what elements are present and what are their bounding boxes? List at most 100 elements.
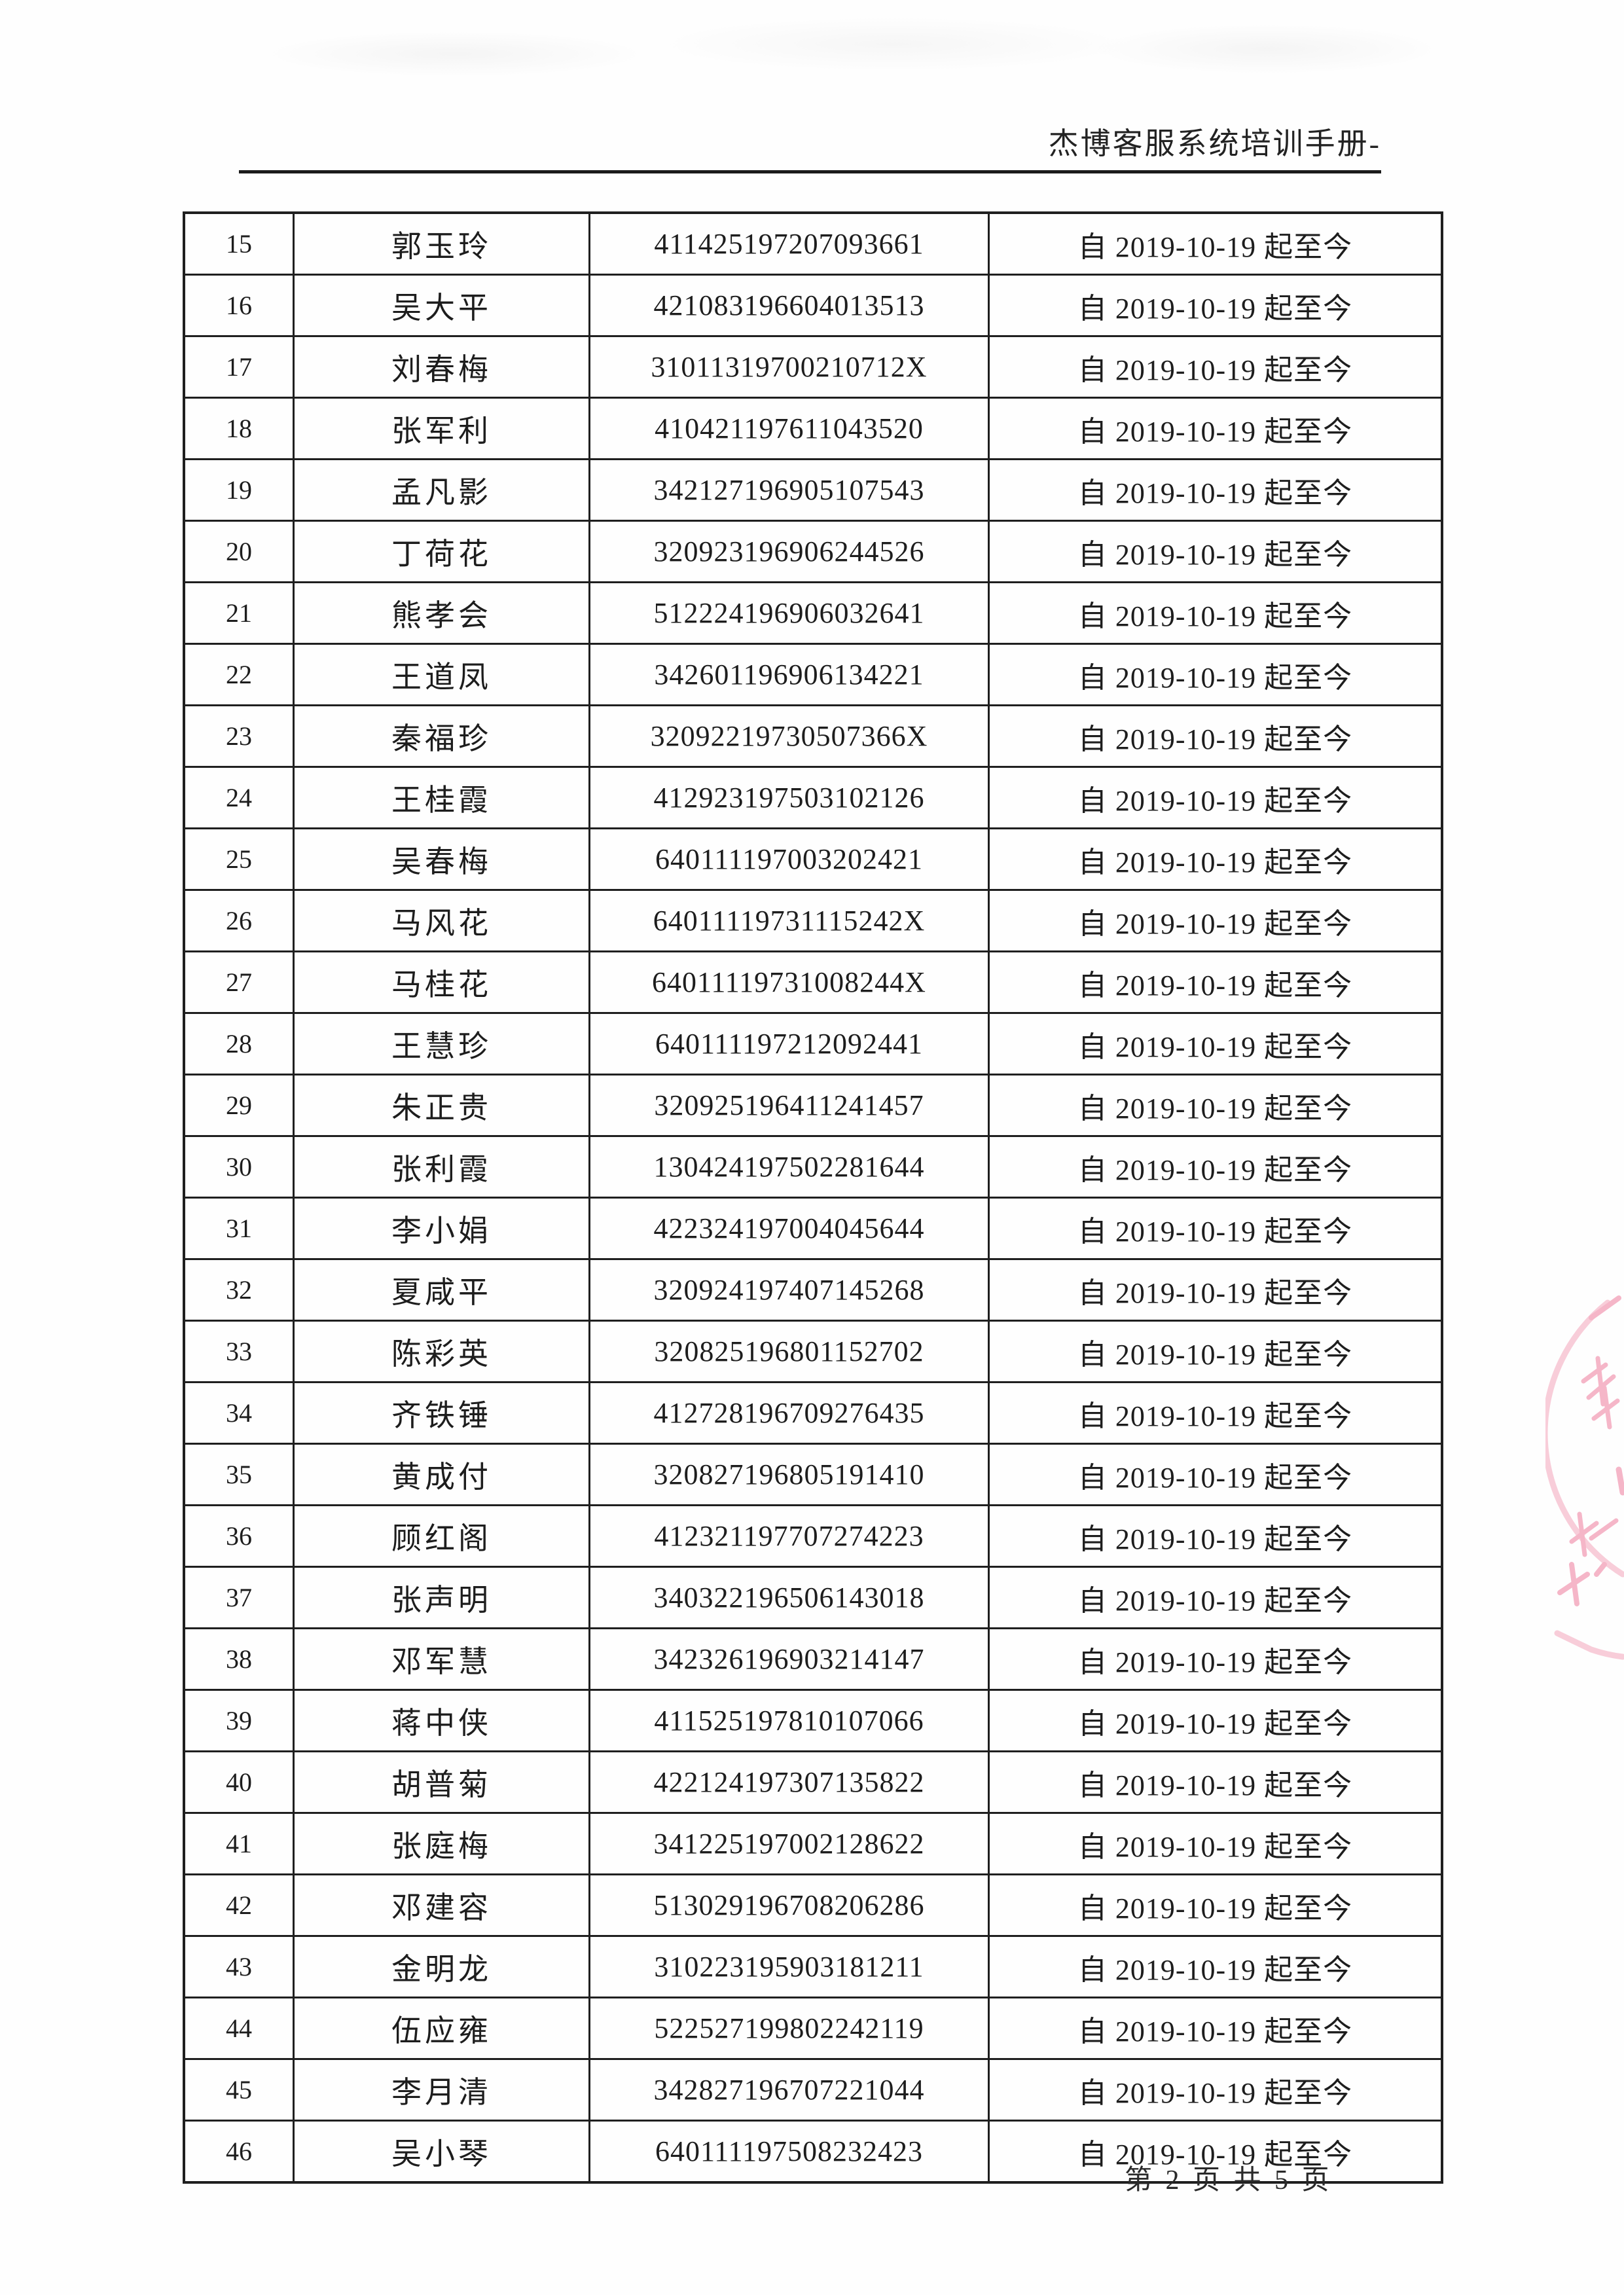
id-number-cell: 320923196906244526 — [588, 520, 990, 583]
employment-period-cell: 自 2019-10-19 起至今 — [988, 889, 1443, 952]
employment-period-cell: 自 2019-10-19 起至今 — [988, 1873, 1443, 1937]
name-cell: 张利霞 — [293, 1135, 590, 1199]
id-number-cell: 411525197810107066 — [588, 1689, 990, 1752]
employment-period-cell: 自 2019-10-19 起至今 — [988, 704, 1443, 768]
row-number-cell: 25 — [183, 827, 295, 891]
name-cell: 伍应雍 — [293, 1997, 590, 2060]
row-number-cell: 17 — [183, 335, 295, 399]
name-cell: 胡普菊 — [293, 1750, 590, 1814]
employment-period-cell: 自 2019-10-19 起至今 — [988, 1381, 1443, 1445]
name-cell: 蒋中侠 — [293, 1689, 590, 1752]
employment-period-cell: 自 2019-10-19 起至今 — [988, 1135, 1443, 1199]
employment-period-cell: 自 2019-10-19 起至今 — [988, 1689, 1443, 1752]
name-cell: 孟凡影 — [293, 458, 590, 522]
name-cell: 秦福珍 — [293, 704, 590, 768]
row-number-cell: 33 — [183, 1320, 295, 1383]
table-row: 45 李月清 342827196707221044 自 2019-10-19 起至今 — [183, 2058, 1443, 2122]
row-number-cell: 46 — [183, 2120, 295, 2184]
row-number-cell: 40 — [183, 1750, 295, 1814]
row-number-cell: 20 — [183, 520, 295, 583]
table-row: 33 陈彩英 320825196801152702 自 2019-10-19 起至今 — [183, 1320, 1443, 1383]
row-number-cell: 22 — [183, 643, 295, 706]
name-cell: 张军利 — [293, 397, 590, 460]
employment-period-cell: 自 2019-10-19 起至今 — [988, 1997, 1443, 2060]
id-number-cell: 411425197207093661 — [588, 211, 990, 276]
name-cell: 吴小琴 — [293, 2120, 590, 2184]
name-cell: 王慧珍 — [293, 1012, 590, 1075]
row-number-cell: 42 — [183, 1873, 295, 1937]
name-cell: 李月清 — [293, 2058, 590, 2122]
row-number-cell: 31 — [183, 1197, 295, 1260]
name-cell: 丁荷花 — [293, 520, 590, 583]
table-row: 18 张军利 410421197611043520 自 2019-10-19 起至今 — [183, 397, 1443, 460]
row-number-cell: 19 — [183, 458, 295, 522]
table-row: 16 吴大平 421083196604013513 自 2019-10-19 起至今 — [183, 274, 1443, 337]
table-row: 41 张庭梅 341225197002128622 自 2019-10-19 起至今 — [183, 1812, 1443, 1875]
name-cell: 王道凤 — [293, 643, 590, 706]
row-number-cell: 29 — [183, 1074, 295, 1137]
name-cell: 吴春梅 — [293, 827, 590, 891]
table-row: 21 熊孝会 512224196906032641 自 2019-10-19 起至今 — [183, 581, 1443, 645]
employment-period-cell: 自 2019-10-19 起至今 — [988, 1320, 1443, 1383]
name-cell: 马风花 — [293, 889, 590, 952]
table-row: 27 马桂花 64011119731008244X 自 2019-10-19 起至今 — [183, 950, 1443, 1014]
employment-period-cell: 自 2019-10-19 起至今 — [988, 2058, 1443, 2122]
employment-period-cell: 自 2019-10-19 起至今 — [988, 1750, 1443, 1814]
employment-period-cell: 自 2019-10-19 起至今 — [988, 2120, 1443, 2184]
row-number-cell: 23 — [183, 704, 295, 768]
table-row: 44 伍应雍 522527199802242119 自 2019-10-19 起至今 — [183, 1997, 1443, 2060]
table-row: 29 朱正贵 320925196411241457 自 2019-10-19 起至今 — [183, 1074, 1443, 1137]
row-number-cell: 24 — [183, 766, 295, 829]
name-cell: 张声明 — [293, 1566, 590, 1629]
name-cell: 熊孝会 — [293, 581, 590, 645]
row-number-cell: 16 — [183, 274, 295, 337]
id-number-cell: 412728196709276435 — [588, 1381, 990, 1445]
row-number-cell: 39 — [183, 1689, 295, 1752]
row-number-cell: 27 — [183, 950, 295, 1014]
table-row: 23 秦福珍 32092219730507366X 自 2019-10-19 起至今 — [183, 704, 1443, 768]
id-number-cell: 320925196411241457 — [588, 1074, 990, 1137]
row-number-cell: 43 — [183, 1935, 295, 1998]
id-number-cell: 320827196805191410 — [588, 1443, 990, 1506]
name-cell: 黄成付 — [293, 1443, 590, 1506]
row-number-cell: 41 — [183, 1812, 295, 1875]
table-row: 17 刘春梅 31011319700210712X 自 2019-10-19 起至今 — [183, 335, 1443, 399]
row-number-cell: 15 — [183, 211, 295, 276]
table-row: 46 吴小琴 640111197508232423 自 2019-10-19 起至今 — [183, 2120, 1443, 2184]
name-cell: 陈彩英 — [293, 1320, 590, 1383]
employment-period-cell: 自 2019-10-19 起至今 — [988, 581, 1443, 645]
employment-period-cell: 自 2019-10-19 起至今 — [988, 1627, 1443, 1691]
name-cell: 邓建容 — [293, 1873, 590, 1937]
table-row: 24 王桂霞 412923197503102126 自 2019-10-19 起至今 — [183, 766, 1443, 829]
employment-period-cell: 自 2019-10-19 起至今 — [988, 643, 1443, 706]
table-row: 30 张利霞 130424197502281644 自 2019-10-19 起至今 — [183, 1135, 1443, 1199]
row-number-cell: 26 — [183, 889, 295, 952]
table-row: 22 王道凤 342601196906134221 自 2019-10-19 起至今 — [183, 643, 1443, 706]
personnel-roster-table: 15 郭玉玲 411425197207093661 自 2019-10-19 起至今 1… — [183, 211, 1443, 2184]
row-number-cell: 37 — [183, 1566, 295, 1629]
id-number-cell: 410421197611043520 — [588, 397, 990, 460]
table-row: 37 张声明 340322196506143018 自 2019-10-19 起至今 — [183, 1566, 1443, 1629]
id-number-cell: 640111197212092441 — [588, 1012, 990, 1075]
scanner-noise-band — [0, 0, 1624, 98]
id-number-cell: 31011319700210712X — [588, 335, 990, 399]
row-number-cell: 36 — [183, 1504, 295, 1568]
id-number-cell: 32092219730507366X — [588, 704, 990, 768]
table-row: 28 王慧珍 640111197212092441 自 2019-10-19 起至今 — [183, 1012, 1443, 1075]
name-cell: 吴大平 — [293, 274, 590, 337]
employment-period-cell: 自 2019-10-19 起至今 — [988, 827, 1443, 891]
id-number-cell: 340322196506143018 — [588, 1566, 990, 1629]
table-row: 38 邓军慧 342326196903214147 自 2019-10-19 起至今 — [183, 1627, 1443, 1691]
employment-period-cell: 自 2019-10-19 起至今 — [988, 458, 1443, 522]
id-number-cell: 342601196906134221 — [588, 643, 990, 706]
employment-period-cell: 自 2019-10-19 起至今 — [988, 1812, 1443, 1875]
id-number-cell: 320924197407145268 — [588, 1258, 990, 1322]
id-number-cell: 513029196708206286 — [588, 1873, 990, 1937]
id-number-cell: 640111197508232423 — [588, 2120, 990, 2184]
employment-period-cell: 自 2019-10-19 起至今 — [988, 274, 1443, 337]
name-cell: 王桂霞 — [293, 766, 590, 829]
table-row: 26 马风花 64011119731115242X 自 2019-10-19 起至今 — [183, 889, 1443, 952]
id-number-cell: 130424197502281644 — [588, 1135, 990, 1199]
table-row: 19 孟凡影 342127196905107543 自 2019-10-19 起至今 — [183, 458, 1443, 522]
